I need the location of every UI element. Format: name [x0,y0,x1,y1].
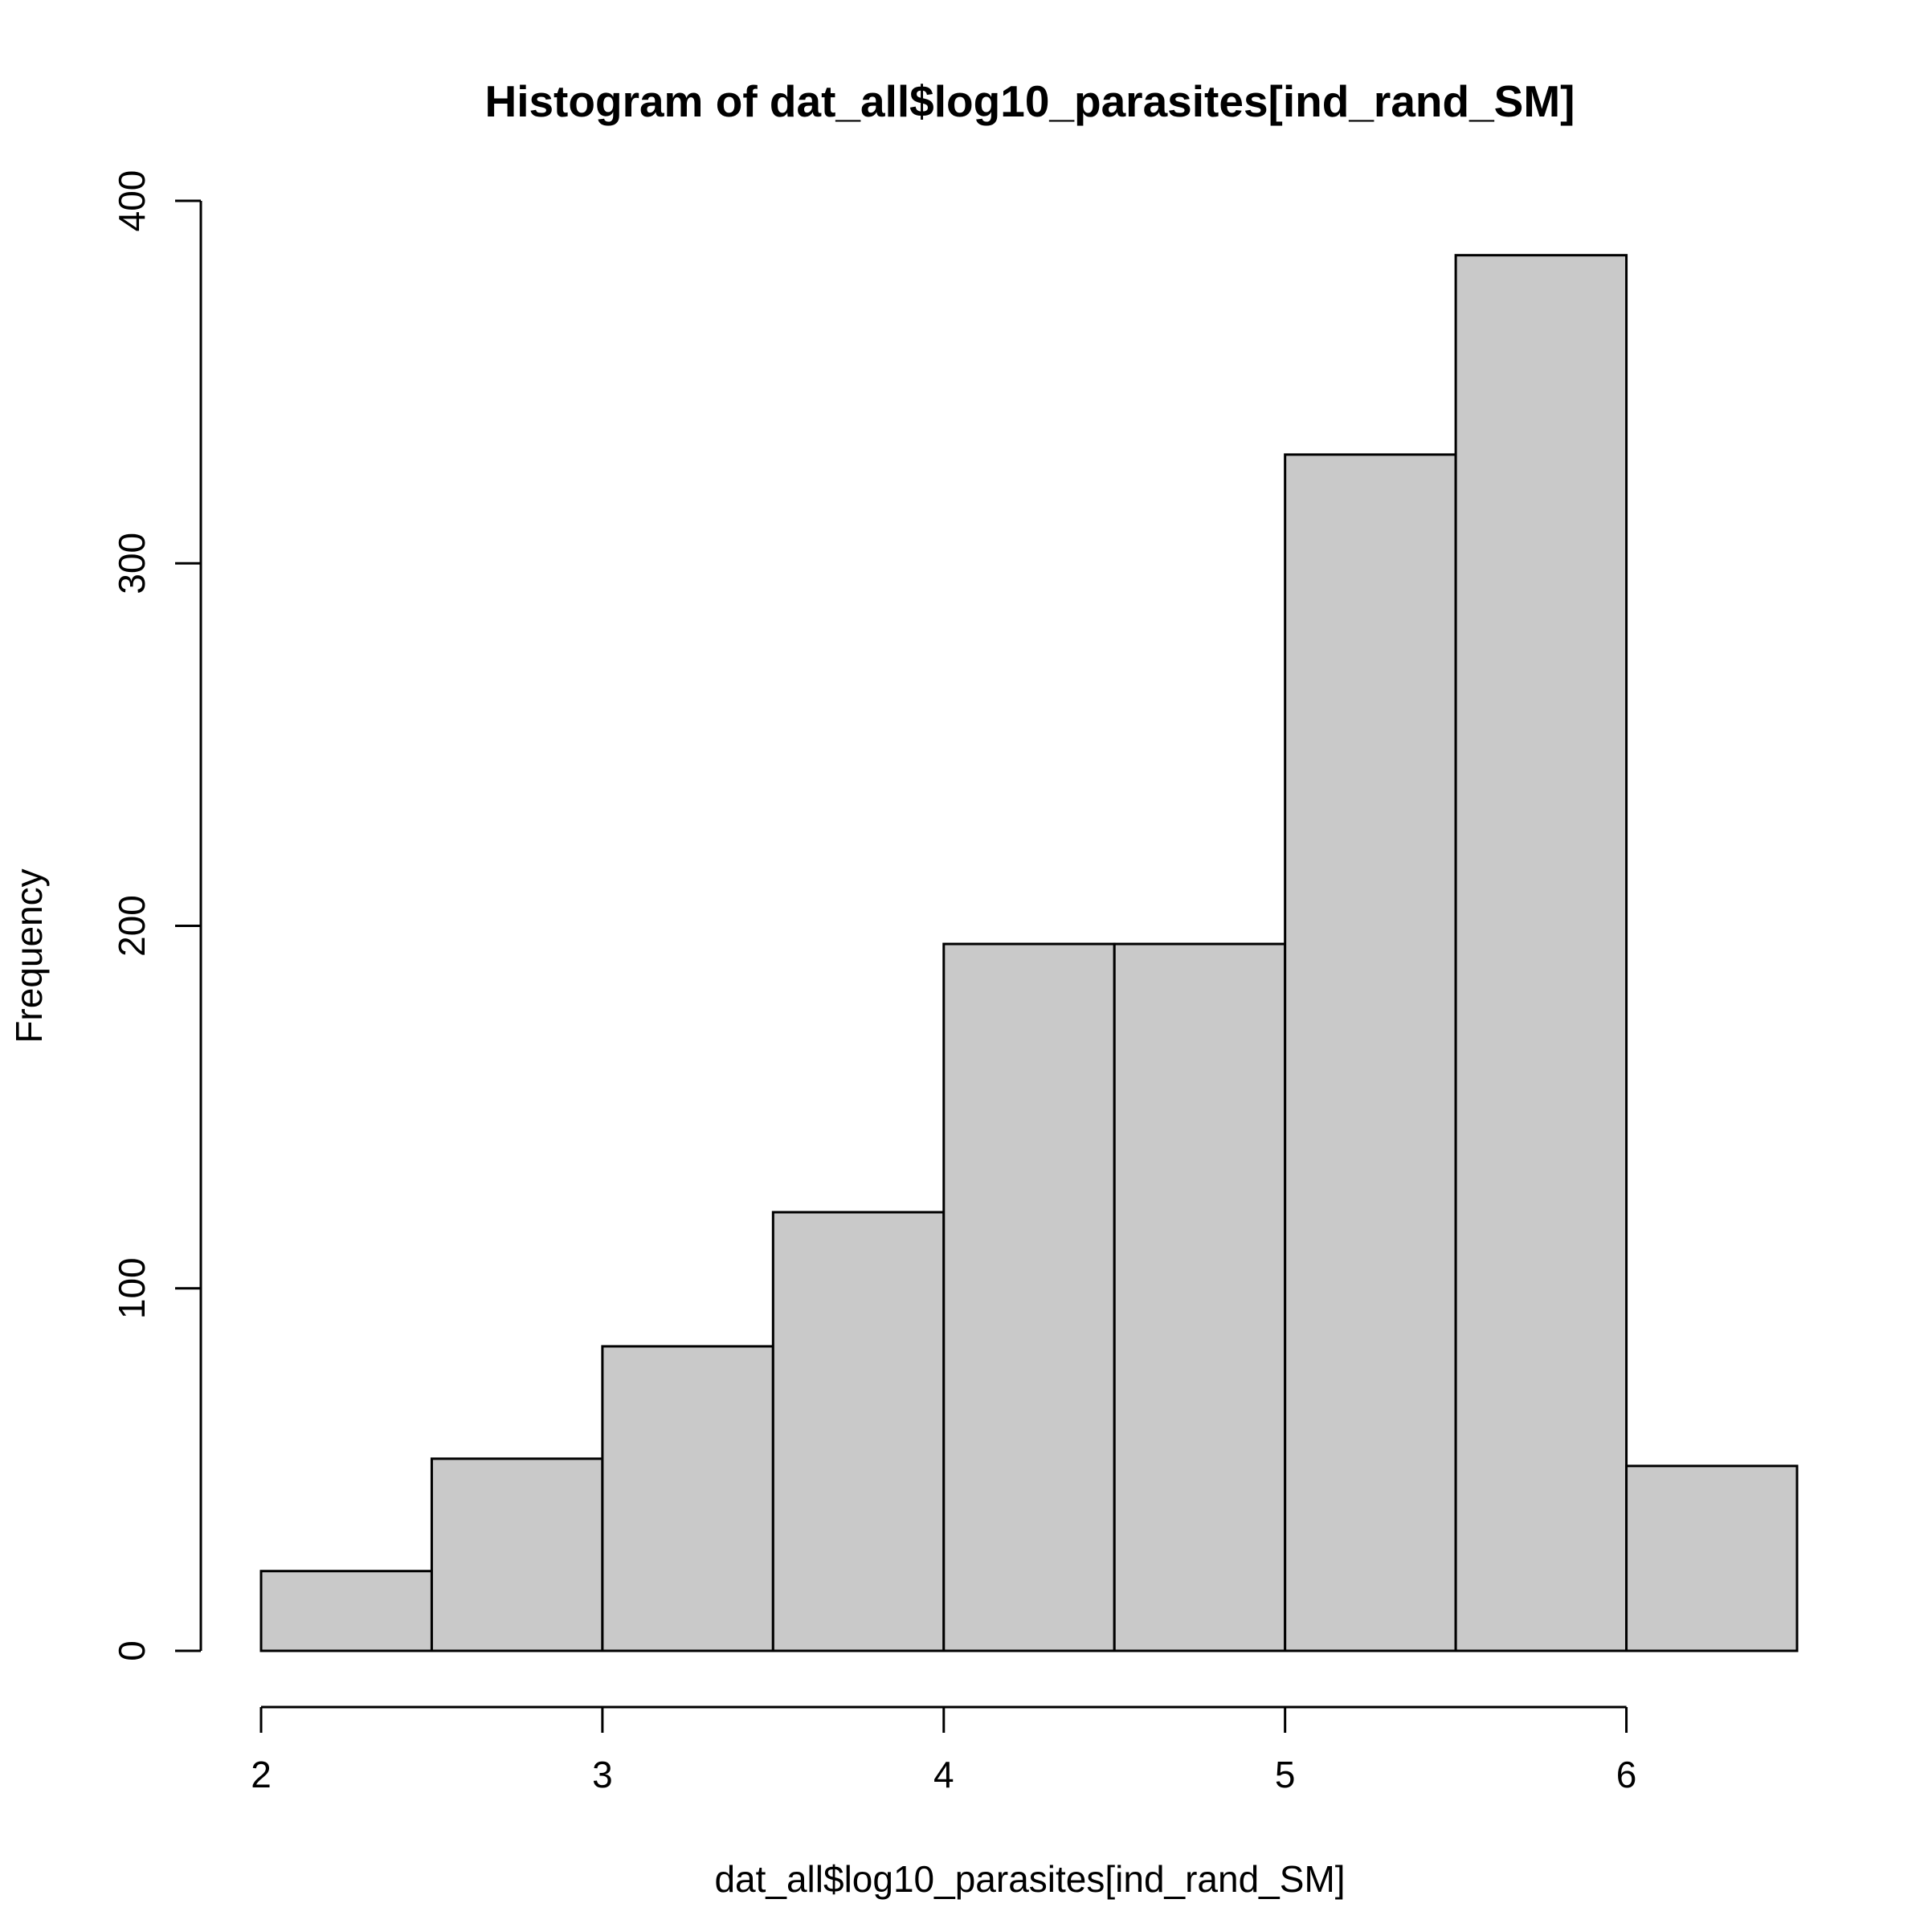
histogram-bar [942,942,1116,1652]
y-tick-label: 200 [111,895,153,957]
x-tick-label: 6 [1616,1754,1637,1795]
y-axis-label: Frequency [8,868,50,1043]
chart-title: Histogram of dat_all$log10_parasites[ind… [484,76,1575,126]
y-tick-label: 100 [111,1257,153,1319]
y-tick-label: 0 [111,1640,153,1661]
y-tick-label: 400 [111,170,153,232]
x-tick-label: 4 [933,1754,954,1795]
x-axis-label: dat_all$log10_parasites[ind_rand_SM] [714,1858,1345,1900]
histogram-bar [1625,1464,1799,1652]
histogram-bar [1113,942,1287,1652]
histogram-bar [1454,254,1628,1652]
x-tick-label: 5 [1275,1754,1296,1795]
histogram-bar [430,1457,604,1652]
histogram-bar [259,1570,433,1652]
histogram-bar [601,1345,774,1652]
y-axis: 0 100 200 300 400 [111,170,202,1661]
histogram-bar [771,1211,946,1652]
histogram-bar [1284,453,1457,1652]
x-tick-label: 3 [592,1754,613,1795]
x-axis: 2 3 4 5 6 [251,1705,1637,1795]
bars-group [259,254,1799,1652]
x-tick-label: 2 [251,1754,272,1795]
y-tick-label: 300 [111,533,153,594]
